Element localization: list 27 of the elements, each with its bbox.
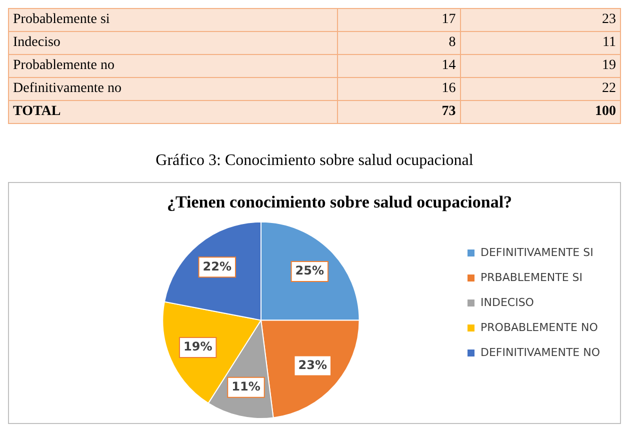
legend-label: PROBABLEMENTE NO xyxy=(480,320,598,334)
text: 17 xyxy=(338,8,460,32)
data-label: 25% xyxy=(295,264,324,278)
data-label: 23% xyxy=(298,358,327,372)
text: Indeciso xyxy=(8,32,338,54)
text: Probablemente no xyxy=(8,54,338,78)
text: 16 xyxy=(338,78,460,100)
legend-label: PRBABLEMENTE SI xyxy=(480,270,583,284)
text: Probablemente si xyxy=(8,8,338,32)
text: Gráfico 3: Conocimiento sobre salud ocupacional xyxy=(154,152,474,170)
legend-label: DEFINITIVAMENTE SI xyxy=(480,246,594,259)
data-label: 22% xyxy=(202,259,232,274)
legend-label: INDECISO xyxy=(480,296,534,309)
text: 8 xyxy=(338,32,460,54)
text: 23 xyxy=(460,8,620,32)
text: 22 xyxy=(460,78,620,100)
legend-label: DEFINITIVAMENTE NO xyxy=(480,346,600,359)
text: TOTAL xyxy=(8,100,338,124)
text: Definitivamente no xyxy=(8,78,338,100)
chart-title: ¿Tienen conocimiento sobre salud ocupacional? xyxy=(166,192,512,212)
text: 19 xyxy=(460,54,620,78)
text: 100 xyxy=(460,100,620,124)
text: 11 xyxy=(460,32,620,54)
text: 73 xyxy=(338,100,460,124)
data-label: 19% xyxy=(183,340,212,354)
text: 14 xyxy=(338,54,460,78)
data-label: 11% xyxy=(232,379,260,394)
